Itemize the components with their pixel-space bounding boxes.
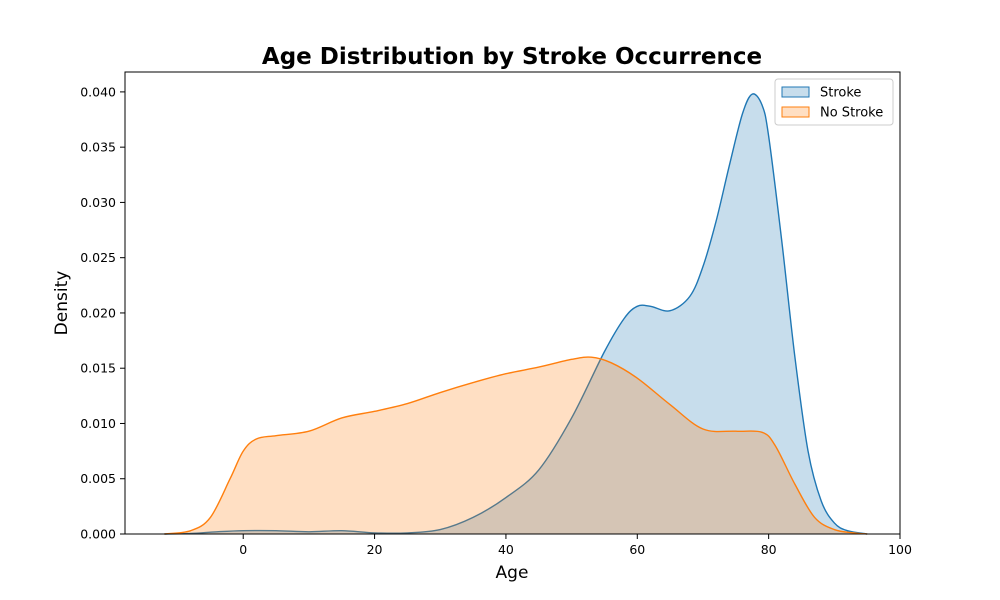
legend: Stroke No Stroke xyxy=(774,78,894,126)
y-tick-label: 0.020 xyxy=(80,305,116,320)
y-tick-label: 0.040 xyxy=(80,84,116,99)
series-area-stroke xyxy=(164,93,868,534)
x-tick-label: 60 xyxy=(629,542,645,557)
x-axis-title: Age xyxy=(496,563,529,583)
series-line-stroke xyxy=(164,93,868,535)
x-tick-label: 100 xyxy=(888,542,912,557)
x-tick-label: 20 xyxy=(367,542,383,557)
legend-box xyxy=(774,78,894,126)
series-layer xyxy=(164,93,868,535)
x-axis: 0 20 40 60 80 100 xyxy=(239,534,912,557)
chart-title: Age Distribution by Stroke Occurrence xyxy=(262,44,762,70)
legend-swatch-stroke xyxy=(781,86,810,98)
series-line-no-stroke xyxy=(164,356,868,535)
y-axis-title: Density xyxy=(52,271,72,336)
y-tick-label: 0.035 xyxy=(80,140,116,155)
y-tick-label: 0.015 xyxy=(80,361,116,376)
y-tick-label: 0.005 xyxy=(80,471,116,486)
x-tick-label: 0 xyxy=(239,542,247,557)
legend-swatch-no-stroke xyxy=(781,106,810,118)
series-area-no-stroke xyxy=(164,357,868,534)
legend-label-stroke: Stroke xyxy=(820,86,861,101)
y-tick-label: 0.025 xyxy=(80,250,116,265)
y-tick-label: 0.010 xyxy=(80,416,116,431)
y-axis: 0.000 0.005 0.010 0.015 0.020 0.025 0.030 0.035… xyxy=(80,84,125,542)
x-tick-label: 80 xyxy=(761,542,777,557)
legend-label-no-stroke: No Stroke xyxy=(820,106,883,121)
y-tick-label: 0.000 xyxy=(80,527,116,542)
plot-frame xyxy=(124,71,901,535)
x-tick-label: 40 xyxy=(498,542,514,557)
y-tick-label: 0.030 xyxy=(80,195,116,210)
